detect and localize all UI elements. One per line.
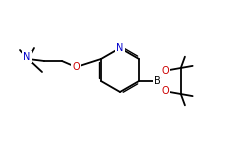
Text: N: N [23, 52, 31, 62]
Text: O: O [161, 66, 169, 76]
Text: O: O [72, 62, 80, 72]
Text: B: B [154, 76, 160, 86]
Text: O: O [161, 86, 169, 96]
Text: N: N [116, 43, 124, 53]
